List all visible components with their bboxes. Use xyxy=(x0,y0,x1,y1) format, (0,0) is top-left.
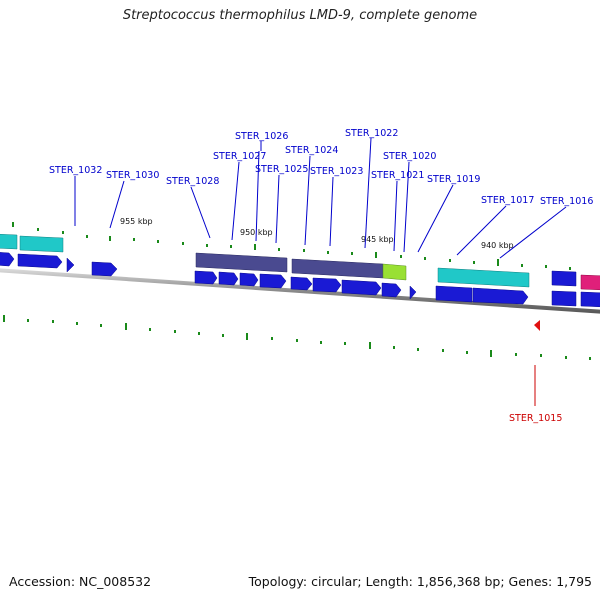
gene-label-ster-1019[interactable]: STER_1019 xyxy=(427,174,480,185)
gene-label-ster-1022[interactable]: STER_1022 xyxy=(345,128,398,139)
operon-block[interactable] xyxy=(291,258,384,279)
cds-arrow[interactable] xyxy=(580,291,600,308)
gene-label-ster-1016[interactable]: STER_1016 xyxy=(540,196,593,207)
leader-line xyxy=(417,184,454,253)
cds-arrow[interactable] xyxy=(218,271,239,286)
leader-line xyxy=(499,206,567,259)
feature-track-upper xyxy=(0,233,600,291)
leader-line xyxy=(275,174,280,244)
cds-arrow[interactable] xyxy=(0,252,15,267)
genome-title: Streptococcus thermophilus LMD-9, comple… xyxy=(122,8,478,23)
feature-block-cyan[interactable] xyxy=(0,233,18,250)
gene-label-ster-1025[interactable]: STER_1025 xyxy=(255,164,308,175)
leader-line xyxy=(109,180,125,229)
cds-arrow[interactable] xyxy=(472,287,529,305)
cds-track xyxy=(0,252,600,308)
leader-line xyxy=(393,180,398,252)
cds-arrow[interactable] xyxy=(239,272,259,287)
leader-line xyxy=(231,161,240,241)
cds-arrow[interactable] xyxy=(435,285,473,303)
label-leaders xyxy=(74,137,567,406)
leader-line xyxy=(255,150,260,242)
feature-block-lime[interactable] xyxy=(382,263,407,281)
genome-summary-text: Topology: circular; Length: 1,856,368 bp… xyxy=(248,574,592,589)
feature-block-magenta[interactable] xyxy=(580,274,600,291)
gene-label-ster-1032[interactable]: STER_1032 xyxy=(49,165,102,176)
cds-arrow[interactable] xyxy=(91,261,118,277)
leader-line xyxy=(403,161,410,253)
cds-arrow[interactable] xyxy=(341,279,382,296)
outer-ticks xyxy=(12,222,571,270)
kbp-label-945: 945 kbp xyxy=(361,235,394,244)
leader-line xyxy=(456,205,507,256)
kbp-label-940: 940 kbp xyxy=(481,241,514,250)
leader-line xyxy=(304,155,311,246)
cds-arrow[interactable] xyxy=(17,253,63,269)
gene-label-ster-1023[interactable]: STER_1023 xyxy=(310,166,363,177)
cds-arrow[interactable] xyxy=(259,273,287,289)
leader-line xyxy=(364,137,372,249)
gene-label-ster-1021[interactable]: STER_1021 xyxy=(371,170,424,181)
leader-line xyxy=(190,186,211,239)
gene-label-ster-1028[interactable]: STER_1028 xyxy=(166,176,219,187)
cds-arrow[interactable] xyxy=(381,282,402,298)
feature-block-cyan[interactable] xyxy=(19,235,64,253)
cds-arrow[interactable] xyxy=(312,277,342,293)
accession-text: Accession: NC_008532 xyxy=(9,574,152,589)
gene-label-ster-1027[interactable]: STER_1027 xyxy=(213,151,266,162)
gene-label-ster-1020[interactable]: STER_1020 xyxy=(383,151,436,162)
genome-backbone xyxy=(0,268,600,314)
cds-arrow[interactable] xyxy=(551,270,577,287)
cds-arrow[interactable] xyxy=(409,285,417,300)
kbp-label-955: 955 kbp xyxy=(120,217,153,226)
gene-label-ster-1017[interactable]: STER_1017 xyxy=(481,195,534,206)
feature-block-cyan[interactable] xyxy=(437,267,530,288)
gene-label-ster-1024[interactable]: STER_1024 xyxy=(285,145,338,156)
cds-arrow[interactable] xyxy=(194,270,218,285)
cds-arrow[interactable] xyxy=(290,276,313,291)
cds-arrow[interactable] xyxy=(551,290,577,307)
gene-label-ster-1015[interactable]: STER_1015 xyxy=(509,413,562,424)
operon-block[interactable] xyxy=(195,252,288,273)
highlight-marker-icon[interactable] xyxy=(534,320,540,331)
inner-ticks xyxy=(3,315,591,360)
gene-label-ster-1026[interactable]: STER_1026 xyxy=(235,131,288,142)
gene-label-ster-1030[interactable]: STER_1030 xyxy=(106,170,159,181)
cds-arrow[interactable] xyxy=(66,257,75,273)
leader-line xyxy=(329,176,334,247)
